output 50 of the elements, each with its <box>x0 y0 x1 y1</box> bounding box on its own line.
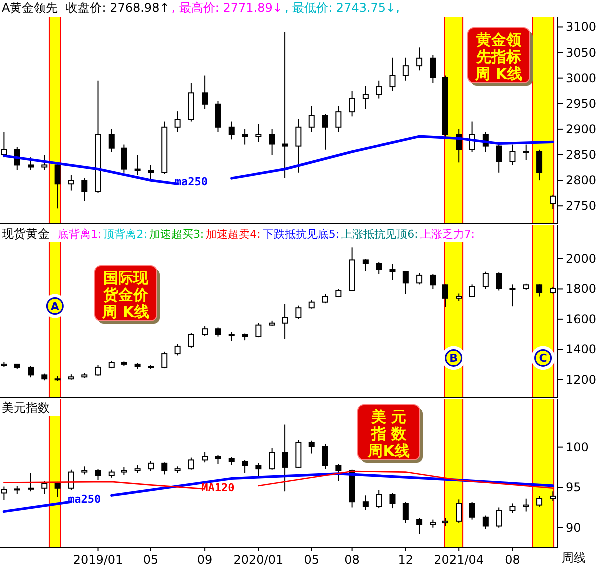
annotation: 加速超卖4: <box>206 228 261 241</box>
y-tick-label: 3050 <box>566 46 597 60</box>
band-label: A <box>50 300 60 314</box>
band-label: B <box>450 352 458 366</box>
x-tick-label: 08 <box>505 553 520 567</box>
annotation: 下跌抵抗见底5: <box>262 228 340 241</box>
annotation: 加速超买3: <box>149 228 204 241</box>
text: 黄金领先指标周 K线 <box>474 31 522 83</box>
y-tick-label: 2750 <box>566 199 597 214</box>
annotation: 底背离1: <box>58 228 102 241</box>
series-label: ma250 <box>68 492 102 506</box>
x-tick-label: 12 <box>398 553 414 567</box>
y-tick-label: 2800 <box>566 174 597 188</box>
text: 美 元指 数周K线 <box>367 408 410 460</box>
y-tick-label: 90 <box>566 520 582 535</box>
x-tick-label: 2019/01 <box>73 553 124 567</box>
annotation: 顶背离2: <box>104 228 148 241</box>
series-label: ma250 <box>174 175 208 188</box>
text: 国际现货金价周 K线 <box>102 269 150 321</box>
y-tick-label: 1800 <box>566 282 597 296</box>
series-label: MA120 <box>202 482 235 495</box>
y-tick-label: 1600 <box>566 312 597 326</box>
x-tick-label: 2021/04 <box>434 553 484 567</box>
chart-title: 美元指数 <box>2 401 50 415</box>
x-tick-label: 05 <box>143 553 159 567</box>
y-tick-label: 100 <box>566 440 589 454</box>
y-tick-label: 95 <box>566 480 582 495</box>
chart-title: 现货黄金 <box>2 227 50 241</box>
y-tick-label: 2000 <box>566 252 597 266</box>
x-tick-label: 2020/01 <box>234 553 284 567</box>
band-label: C <box>531 346 556 370</box>
text: 收盘价: 2768.98↑ <box>66 1 170 15</box>
text: , 最低价: 2743.75↓, <box>284 1 400 15</box>
y-tick-label: 1400 <box>566 342 597 357</box>
x-tick-label: 05 <box>304 553 320 567</box>
annotation: 上涨乏力7: <box>420 228 476 241</box>
band-label: C <box>539 352 548 366</box>
chart-title: A黄金领先 <box>2 1 58 15</box>
annotation: 上涨抵抗见顶6: <box>342 228 418 241</box>
x-tick-label: 09 <box>197 553 213 567</box>
y-tick-label: 2900 <box>566 122 597 136</box>
y-tick-label: 3100 <box>566 20 597 34</box>
y-tick-label: 1200 <box>566 372 597 387</box>
x-axis-title: 周线 <box>562 551 586 565</box>
band-label: B <box>442 346 466 370</box>
text: , 最高价: 2771.89↓ <box>172 1 283 15</box>
y-tick-label: 3000 <box>566 71 597 86</box>
y-tick-label: 2850 <box>566 148 597 162</box>
y-tick-label: 2950 <box>566 96 597 111</box>
x-tick-label: 08 <box>344 553 360 567</box>
